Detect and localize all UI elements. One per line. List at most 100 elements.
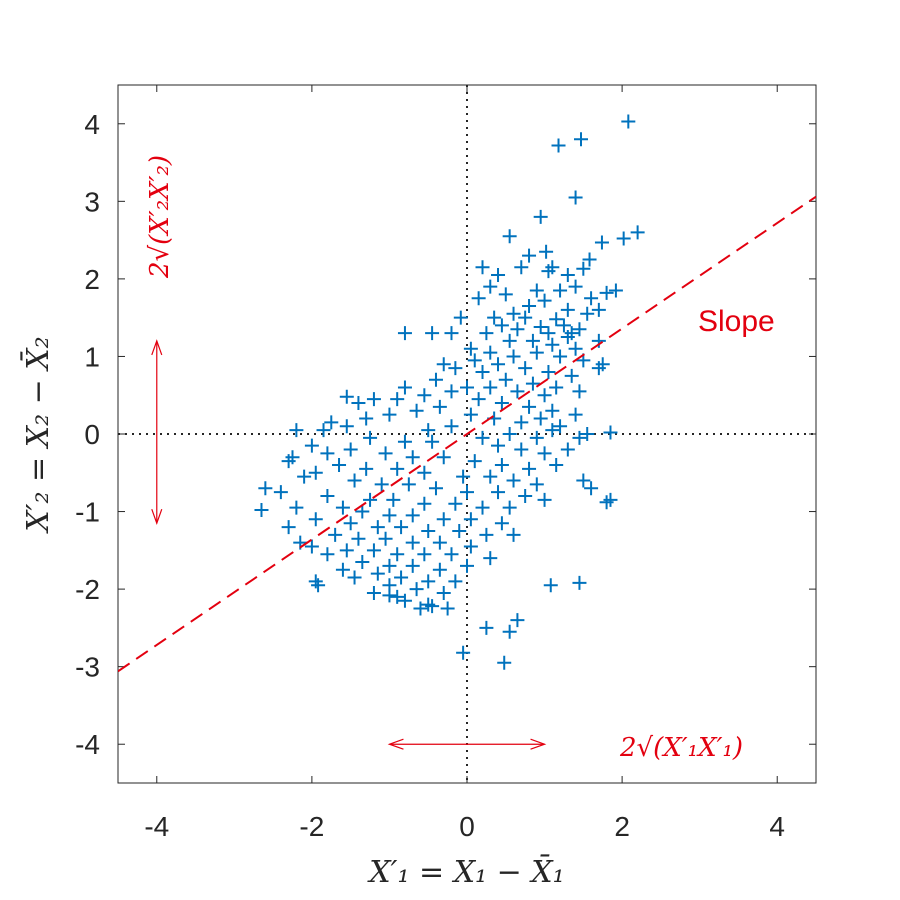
data-point bbox=[491, 268, 506, 283]
data-point bbox=[510, 322, 525, 337]
data-point bbox=[514, 442, 529, 457]
data-point bbox=[425, 434, 440, 449]
data-point bbox=[444, 384, 459, 399]
data-point bbox=[390, 461, 405, 476]
data-point bbox=[553, 283, 568, 298]
data-point bbox=[525, 376, 540, 391]
data-point bbox=[397, 593, 412, 608]
data-point bbox=[409, 403, 424, 418]
data-point bbox=[545, 337, 560, 352]
data-point bbox=[254, 503, 269, 518]
data-point bbox=[502, 333, 517, 348]
data-point bbox=[382, 407, 397, 422]
y-tick-label: 3 bbox=[84, 186, 100, 217]
data-point bbox=[394, 520, 409, 535]
data-point bbox=[297, 469, 312, 484]
data-point bbox=[428, 372, 443, 387]
data-point bbox=[591, 302, 606, 317]
data-point bbox=[479, 620, 494, 635]
data-point bbox=[529, 283, 544, 298]
data-point bbox=[568, 407, 583, 422]
y-tick-label: 4 bbox=[84, 109, 100, 140]
data-point bbox=[444, 326, 459, 341]
data-point bbox=[576, 261, 591, 276]
data-point bbox=[347, 473, 362, 488]
data-point bbox=[335, 500, 350, 515]
data-point bbox=[539, 244, 554, 259]
data-point bbox=[479, 527, 494, 542]
data-point bbox=[514, 415, 529, 430]
data-point bbox=[324, 415, 339, 430]
y-tick-label: -4 bbox=[75, 729, 100, 760]
data-point bbox=[460, 380, 474, 395]
data-point bbox=[471, 392, 486, 407]
data-point bbox=[289, 500, 304, 515]
data-point bbox=[529, 345, 544, 360]
data-point bbox=[320, 446, 335, 461]
data-point bbox=[452, 523, 467, 538]
data-point bbox=[572, 384, 587, 399]
data-point bbox=[359, 461, 374, 476]
data-point bbox=[436, 585, 451, 600]
data-point bbox=[425, 599, 440, 614]
data-point bbox=[564, 326, 579, 341]
data-point bbox=[580, 427, 595, 441]
data-point bbox=[594, 235, 609, 250]
data-point bbox=[502, 624, 517, 639]
data-point bbox=[518, 489, 533, 504]
data-point bbox=[599, 285, 614, 300]
data-point bbox=[405, 535, 420, 550]
data-point bbox=[355, 504, 370, 519]
data-point bbox=[428, 481, 443, 496]
data-point bbox=[568, 279, 583, 294]
data-point bbox=[475, 364, 490, 379]
data-point bbox=[394, 570, 409, 585]
data-point bbox=[308, 465, 323, 480]
data-point bbox=[572, 322, 587, 337]
data-point bbox=[502, 427, 517, 441]
data-point bbox=[568, 341, 583, 356]
x-spread-label: 2√(X′₁X′₁) bbox=[619, 733, 743, 763]
data-point bbox=[417, 496, 432, 511]
x-spread-arrow-head-right bbox=[530, 738, 547, 750]
data-point bbox=[502, 500, 517, 515]
data-point bbox=[281, 520, 296, 535]
data-point bbox=[572, 430, 587, 445]
data-point bbox=[448, 361, 463, 376]
data-point bbox=[529, 430, 544, 445]
data-point bbox=[281, 454, 296, 469]
data-point bbox=[366, 585, 381, 600]
data-point bbox=[343, 442, 358, 457]
data-point bbox=[491, 485, 506, 500]
data-points bbox=[254, 114, 645, 670]
data-point bbox=[460, 485, 474, 500]
data-point bbox=[483, 279, 498, 294]
x-axis-label: X′₁ = X₁ − X̄₁ bbox=[367, 854, 564, 890]
data-point bbox=[425, 326, 440, 341]
data-point bbox=[339, 419, 354, 434]
axis-ticks bbox=[118, 85, 816, 783]
data-point bbox=[397, 434, 412, 449]
data-point bbox=[467, 353, 482, 368]
data-point bbox=[549, 380, 564, 395]
data-point bbox=[363, 492, 378, 507]
data-point bbox=[351, 531, 366, 546]
data-point bbox=[366, 543, 381, 558]
data-point bbox=[386, 492, 401, 507]
data-point bbox=[506, 349, 521, 364]
data-point bbox=[560, 302, 575, 317]
data-point bbox=[580, 306, 595, 321]
data-point bbox=[556, 318, 571, 333]
data-point bbox=[390, 589, 405, 604]
y-axis-label: X′₂ = X₂ − X̄₂ bbox=[20, 336, 56, 533]
data-point bbox=[448, 496, 463, 511]
data-point bbox=[483, 469, 498, 484]
data-point bbox=[522, 248, 537, 263]
data-point bbox=[335, 562, 350, 577]
regression-line bbox=[118, 195, 816, 673]
data-point bbox=[518, 310, 533, 325]
y-tick-label: -3 bbox=[75, 652, 100, 683]
data-point bbox=[409, 582, 424, 597]
data-point bbox=[397, 326, 412, 341]
data-point bbox=[456, 645, 471, 660]
